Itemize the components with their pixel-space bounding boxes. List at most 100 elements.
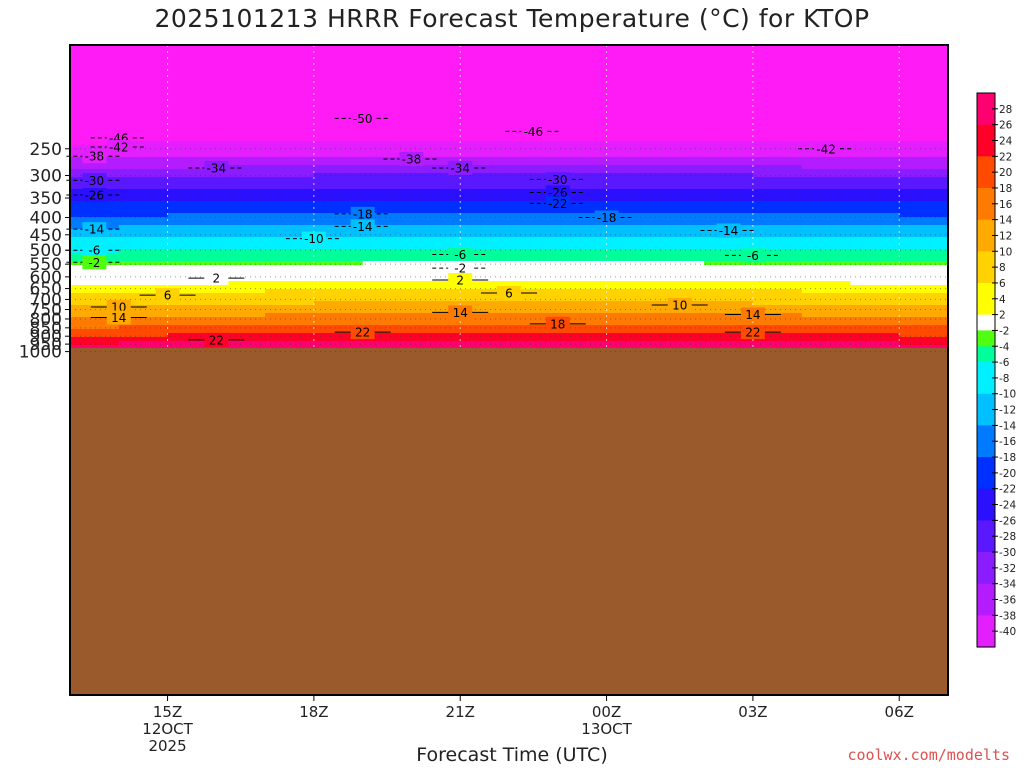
field-cell bbox=[704, 309, 754, 314]
field-cell bbox=[801, 329, 852, 334]
isotherm-label-bg bbox=[667, 297, 692, 312]
field-cell bbox=[313, 77, 364, 82]
field-cell bbox=[362, 277, 413, 282]
field-cell bbox=[606, 337, 657, 342]
field-cell bbox=[850, 265, 901, 270]
field-cell bbox=[167, 337, 218, 342]
field-cell bbox=[118, 321, 169, 326]
field-cell bbox=[509, 305, 559, 310]
isotherm-label: 18 bbox=[550, 317, 565, 331]
field-cell bbox=[216, 233, 267, 238]
colorbar-swatch bbox=[977, 472, 995, 490]
field-cell bbox=[606, 169, 657, 174]
field-cell bbox=[118, 189, 169, 194]
field-cell bbox=[850, 249, 901, 254]
field-cell bbox=[362, 301, 413, 306]
field-cell bbox=[70, 341, 120, 346]
isotherm-label-bg bbox=[204, 160, 229, 175]
field-cell bbox=[118, 229, 169, 234]
field-cell bbox=[313, 93, 364, 98]
y-tick-label: 850 bbox=[30, 319, 62, 339]
field-cell bbox=[606, 181, 657, 186]
field-cell bbox=[801, 313, 852, 318]
field-cell bbox=[557, 113, 608, 118]
colorbar-label: 12 bbox=[999, 230, 1012, 242]
field-cell bbox=[509, 257, 559, 262]
field-cell bbox=[704, 329, 754, 334]
field-cell bbox=[313, 285, 364, 290]
field-cell bbox=[606, 205, 657, 210]
field-cell bbox=[850, 261, 901, 266]
field-cell bbox=[362, 145, 413, 150]
field-cell bbox=[557, 69, 608, 74]
field-cell bbox=[509, 165, 559, 170]
field-cell bbox=[509, 289, 559, 294]
field-cell bbox=[118, 81, 169, 86]
field-cell bbox=[801, 341, 852, 346]
field-cell bbox=[509, 229, 559, 234]
field-cell bbox=[216, 313, 267, 318]
field-cell bbox=[460, 185, 510, 190]
field-cell bbox=[899, 309, 949, 314]
field-cell bbox=[313, 173, 364, 178]
field-cell bbox=[411, 165, 462, 170]
field-cell bbox=[313, 157, 364, 162]
field-cell bbox=[752, 257, 803, 262]
field-cell bbox=[801, 293, 852, 298]
field-cell bbox=[118, 309, 169, 314]
field-cell bbox=[801, 185, 852, 190]
field-cell bbox=[801, 325, 852, 330]
field-cell bbox=[509, 85, 559, 90]
credit-text[interactable]: coolwx.com/modelts bbox=[847, 746, 1010, 764]
field-cell bbox=[850, 289, 901, 294]
field-cell bbox=[216, 113, 267, 118]
field-cell bbox=[704, 57, 754, 62]
field-cell bbox=[265, 341, 315, 346]
field-cell bbox=[801, 105, 852, 110]
field-cell bbox=[313, 101, 364, 106]
field-cell bbox=[801, 113, 852, 118]
field-cell bbox=[411, 229, 462, 234]
field-cell bbox=[801, 57, 852, 62]
field-cell bbox=[313, 273, 364, 278]
field-cell bbox=[655, 77, 706, 82]
field-cell bbox=[460, 177, 510, 182]
field-cell bbox=[216, 309, 267, 314]
field-cell bbox=[411, 177, 462, 182]
field-cell bbox=[655, 81, 706, 86]
field-cell bbox=[265, 189, 315, 194]
colorbar-label: 20 bbox=[999, 167, 1012, 179]
field-cell bbox=[655, 257, 706, 262]
field-cell bbox=[362, 317, 413, 322]
field-cell bbox=[655, 329, 706, 334]
field-cell bbox=[509, 49, 559, 54]
field-cell bbox=[899, 281, 949, 286]
colorbar-swatch bbox=[977, 140, 995, 157]
field-cell bbox=[265, 257, 315, 262]
field-cell bbox=[655, 325, 706, 330]
field-cell bbox=[313, 249, 364, 254]
field-cell bbox=[167, 189, 218, 194]
field-cell bbox=[655, 105, 706, 110]
field-cell bbox=[606, 89, 657, 94]
field-cell bbox=[313, 237, 364, 242]
field-cell bbox=[606, 173, 657, 178]
colorbar-label: -28 bbox=[999, 531, 1016, 543]
field-cell bbox=[216, 169, 267, 174]
field-cell bbox=[265, 269, 315, 274]
field-cell bbox=[801, 101, 852, 106]
field-cell bbox=[70, 205, 120, 210]
field-cell bbox=[265, 57, 315, 62]
field-cell bbox=[655, 113, 706, 118]
field-cell bbox=[509, 69, 559, 74]
field-cell bbox=[460, 249, 510, 254]
field-cell bbox=[899, 141, 949, 146]
y-tick-label: 750 bbox=[30, 301, 62, 321]
field-cell bbox=[655, 217, 706, 222]
field-cell bbox=[606, 289, 657, 294]
field-cell bbox=[313, 73, 364, 78]
field-cell bbox=[313, 169, 364, 174]
field-cell bbox=[801, 225, 852, 230]
colorbar-label: -22 bbox=[999, 484, 1016, 496]
isotherm-label-bg bbox=[82, 222, 107, 237]
